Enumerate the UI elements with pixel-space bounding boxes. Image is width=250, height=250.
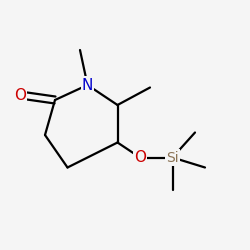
Text: Si: Si [166, 150, 179, 164]
Text: O: O [134, 150, 146, 165]
Text: O: O [14, 88, 26, 102]
Text: N: N [82, 78, 93, 92]
